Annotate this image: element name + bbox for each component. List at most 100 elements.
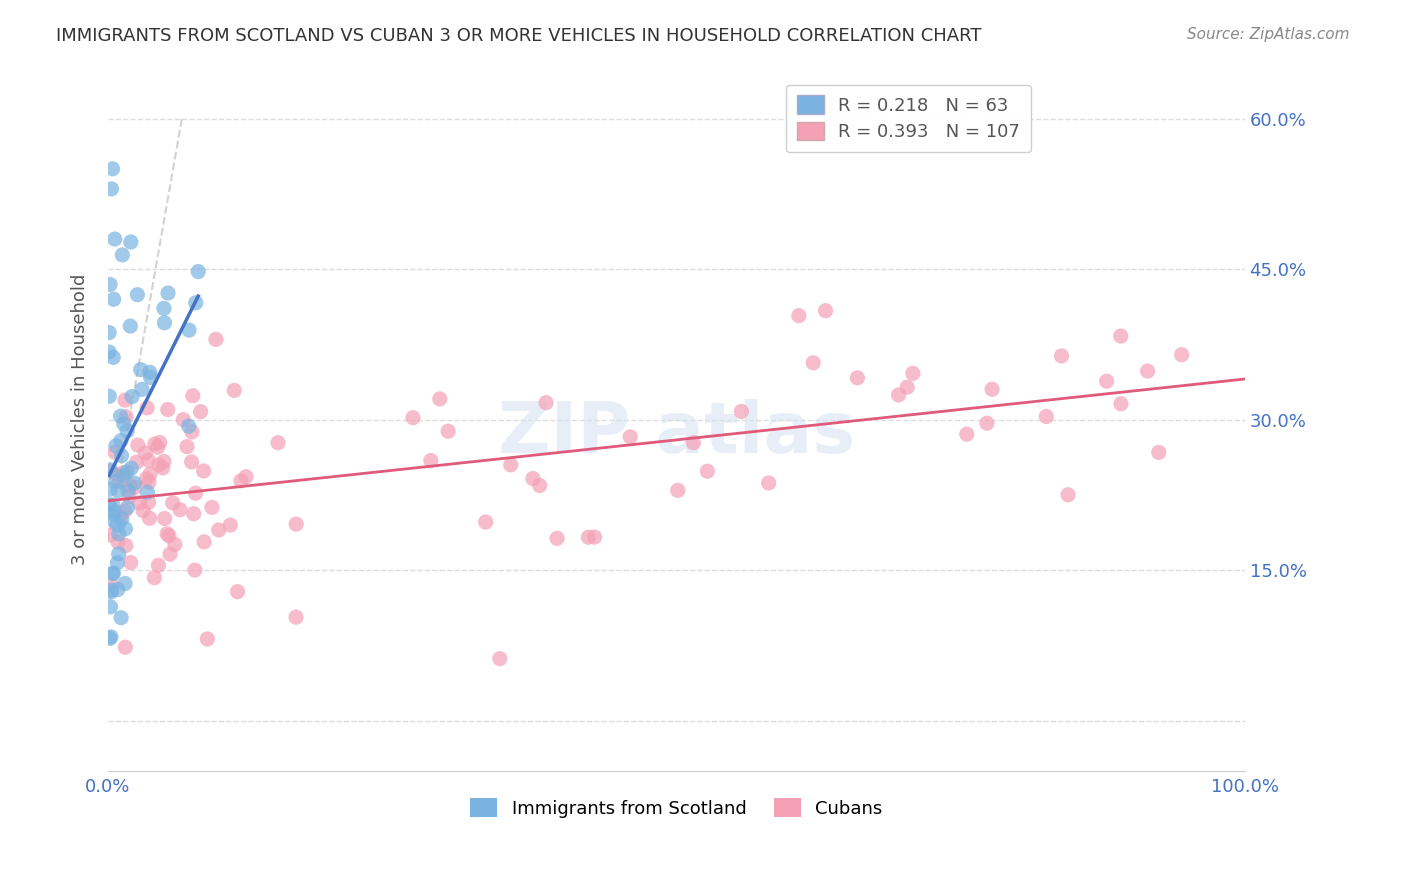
Cubans [138,453,160,467]
Cubans [896,380,918,394]
Cubans [172,412,194,426]
Immigrants from Scotland [129,362,152,376]
Immigrants from Scotland [101,161,124,176]
Cubans [1050,349,1073,363]
Cubans [152,461,174,475]
Immigrants from Scotland [100,585,122,599]
Cubans [128,496,150,510]
Cubans [583,530,606,544]
Cubans [429,392,451,406]
Immigrants from Scotland [111,512,134,526]
Cubans [224,384,246,398]
Immigrants from Scotland [107,517,129,532]
Cubans [183,507,205,521]
Cubans [139,467,162,482]
Cubans [136,401,159,415]
Immigrants from Scotland [120,319,142,334]
Immigrants from Scotland [103,505,125,519]
Cubans [112,466,135,480]
Immigrants from Scotland [110,449,132,463]
Cubans [193,464,215,478]
Cubans [101,578,124,592]
Cubans [138,495,160,509]
Cubans [801,356,824,370]
Immigrants from Scotland [103,292,125,306]
Legend: Immigrants from Scotland, Cubans: Immigrants from Scotland, Cubans [463,791,890,825]
Cubans [148,458,170,472]
Immigrants from Scotland [104,232,127,246]
Cubans [1109,397,1132,411]
Cubans [1035,409,1057,424]
Cubans [125,455,148,469]
Cubans [134,446,156,460]
Immigrants from Scotland [120,235,142,249]
Immigrants from Scotland [110,610,132,624]
Immigrants from Scotland [121,390,143,404]
Cubans [135,472,157,486]
Immigrants from Scotland [98,277,121,292]
Immigrants from Scotland [120,461,142,475]
Cubans [195,632,218,646]
Cubans [110,509,132,524]
Immigrants from Scotland [177,419,200,434]
Cubans [1170,348,1192,362]
Cubans [114,504,136,518]
Cubans [814,303,837,318]
Immigrants from Scotland [117,500,139,515]
Cubans [205,332,228,346]
Cubans [1095,374,1118,388]
Cubans [162,496,184,510]
Cubans [402,410,425,425]
Cubans [120,556,142,570]
Immigrants from Scotland [115,424,138,438]
Immigrants from Scotland [131,382,153,396]
Cubans [156,402,179,417]
Immigrants from Scotland [107,547,129,561]
Immigrants from Scotland [114,576,136,591]
Cubans [499,458,522,472]
Y-axis label: 3 or more Vehicles in Household: 3 or more Vehicles in Household [72,274,89,566]
Cubans [229,474,252,488]
Cubans [114,640,136,655]
Cubans [180,455,202,469]
Cubans [666,483,689,498]
Immigrants from Scotland [100,630,122,644]
Immigrants from Scotland [115,465,138,479]
Cubans [138,511,160,525]
Cubans [201,500,224,515]
Cubans [148,558,170,573]
Immigrants from Scotland [110,409,132,424]
Cubans [159,547,181,561]
Cubans [1109,329,1132,343]
Immigrants from Scotland [101,498,124,512]
Cubans [181,389,204,403]
Cubans [437,424,460,438]
Immigrants from Scotland [139,365,162,379]
Immigrants from Scotland [100,599,122,614]
Immigrants from Scotland [153,316,176,330]
Cubans [846,371,869,385]
Cubans [114,539,136,553]
Cubans [981,382,1004,396]
Cubans [226,584,249,599]
Cubans [156,526,179,541]
Cubans [169,502,191,516]
Cubans [208,523,231,537]
Immigrants from Scotland [112,417,135,431]
Cubans [285,610,308,624]
Cubans [98,464,121,478]
Immigrants from Scotland [104,439,127,453]
Immigrants from Scotland [98,389,121,403]
Cubans [887,388,910,402]
Immigrants from Scotland [98,345,121,359]
Cubans [143,437,166,451]
Cubans [114,393,136,408]
Cubans [235,469,257,483]
Cubans [143,571,166,585]
Cubans [107,535,129,549]
Cubans [132,504,155,518]
Cubans [157,529,180,543]
Immigrants from Scotland [98,483,121,497]
Immigrants from Scotland [153,301,176,316]
Immigrants from Scotland [107,556,129,570]
